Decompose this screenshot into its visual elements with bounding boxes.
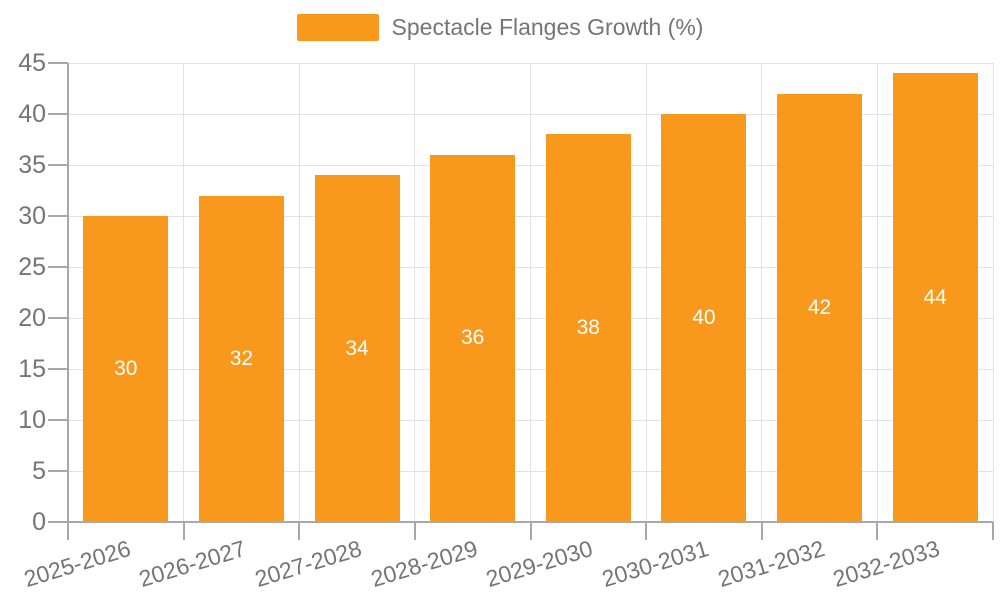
x-axis-tick-mark (413, 522, 416, 540)
plot-area: 30 32 34 36 38 40 42 44 (67, 62, 994, 522)
bar[interactable] (83, 216, 169, 522)
y-axis-tick-label: 20 (18, 304, 46, 332)
bar-value-label: 30 (114, 357, 138, 380)
y-axis-tick-mark (48, 419, 68, 421)
bar[interactable] (545, 134, 631, 522)
x-axis-tick-label: 2031-2032 (714, 535, 828, 593)
y-axis-line (67, 63, 69, 540)
bar[interactable] (314, 175, 400, 522)
bar[interactable] (661, 114, 747, 522)
bar-value-label: 38 (576, 316, 600, 340)
x-axis-tick-mark (992, 522, 994, 540)
y-axis-tick-mark (48, 215, 68, 217)
x-axis-tick-mark (645, 522, 648, 540)
y-axis-tick-mark (48, 62, 68, 64)
bar-value-label: 34 (345, 336, 369, 360)
bar[interactable] (892, 73, 978, 522)
bar[interactable] (430, 154, 516, 522)
v-gridline (530, 63, 531, 522)
y-axis-tick-mark (48, 266, 68, 268)
y-axis-tick-label: 0 (32, 508, 46, 536)
y-axis-tick-label: 5 (32, 457, 46, 485)
y-axis-tick-label: 45 (18, 49, 46, 77)
v-gridline (298, 63, 300, 522)
x-axis-tick-mark (182, 522, 185, 540)
v-gridline (183, 63, 185, 522)
v-gridline (876, 63, 878, 522)
y-axis-tick-label: 10 (18, 406, 46, 434)
bar-value-label: 42 (807, 295, 832, 319)
bar-value-label: 44 (923, 285, 947, 309)
x-axis-tick-label: 2030-2031 (598, 535, 712, 593)
bar[interactable] (777, 93, 863, 522)
bar-value-label: 32 (229, 346, 254, 370)
bar[interactable] (198, 195, 284, 522)
legend-item[interactable]: Spectacle Flanges Growth (%) (296, 14, 704, 41)
legend: Spectacle Flanges Growth (%) (0, 14, 1000, 41)
y-axis-tick-label: 30 (18, 202, 46, 230)
v-gridline (761, 63, 763, 522)
y-axis-tick-mark (48, 317, 68, 319)
x-axis-tick-label: 2029-2030 (483, 535, 596, 593)
bar-value-label: 36 (461, 326, 485, 350)
x-axis-tick-mark (529, 522, 532, 540)
v-gridline (992, 63, 994, 522)
x-axis-tick-label: 2026-2027 (136, 535, 250, 593)
y-axis-tick-label: 25 (18, 253, 46, 281)
legend-swatch-icon (296, 14, 379, 41)
y-axis-tick-mark (48, 164, 68, 166)
y-axis-tick-label: 35 (18, 151, 46, 179)
y-axis-tick-mark (48, 368, 68, 370)
v-gridline (645, 63, 647, 522)
x-axis-tick-label: 2028-2029 (367, 535, 481, 593)
x-axis-tick-label: 2032-2033 (829, 535, 943, 593)
bar-value-label: 40 (692, 306, 716, 329)
x-axis-tick-mark (876, 522, 879, 540)
v-gridline (414, 63, 416, 522)
y-axis-tick-mark (48, 113, 68, 115)
y-axis-tick-mark (48, 470, 68, 472)
x-axis-line (68, 521, 993, 523)
y-axis-tick-label: 15 (18, 355, 46, 383)
x-axis-tick-label: 2027-2028 (251, 535, 365, 593)
x-axis-tick-label: 2025-2026 (20, 535, 134, 593)
x-axis-tick-mark (760, 522, 763, 540)
x-axis-tick-mark (298, 522, 301, 540)
y-axis-tick-label: 40 (18, 100, 46, 128)
legend-label: Spectacle Flanges Growth (%) (391, 14, 704, 40)
y-axis-tick-mark (48, 521, 68, 523)
